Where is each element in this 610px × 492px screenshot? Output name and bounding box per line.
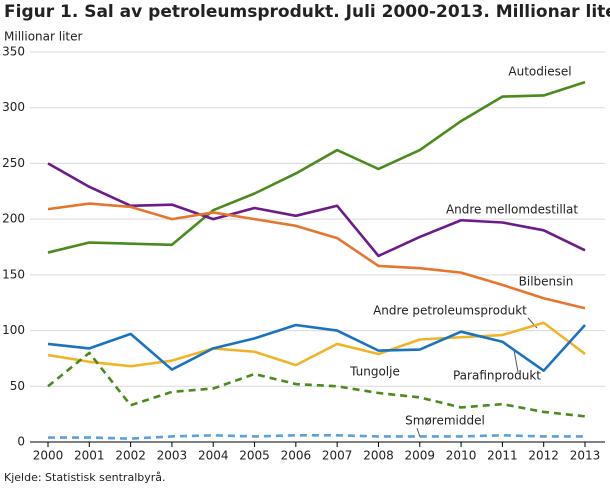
y-tick-label: 100	[2, 323, 25, 337]
y-tick-label: 350	[2, 45, 25, 59]
x-tick-label: 2008	[363, 449, 394, 463]
source: Kjelde: Statistisk sentralbyrå.	[4, 471, 166, 484]
y-axis-label: Millionar liter	[4, 30, 82, 44]
x-tick-label: 2006	[281, 449, 312, 463]
y-tick-label: 50	[10, 379, 25, 393]
y-tick-label: 300	[2, 100, 25, 114]
series-label: Parafinprodukt	[453, 369, 541, 383]
series-label: Andre petroleumsprodukt	[373, 304, 527, 318]
series-line	[48, 434, 585, 440]
series-label: Tungolje	[349, 365, 400, 379]
series-line	[47, 80, 586, 254]
x-tick-label: 2000	[33, 449, 64, 463]
series-label: Bilbensin	[519, 275, 574, 289]
x-tick-label: 2002	[115, 449, 146, 463]
chart-title: Figur 1. Sal av petroleumsprodukt. Juli …	[4, 2, 610, 22]
x-tick-label: 2003	[157, 449, 188, 463]
series-label: Autodiesel	[508, 65, 571, 79]
x-tick-label: 2010	[446, 449, 477, 463]
series-label: Andre mellomdestillat	[446, 203, 578, 217]
y-tick-label: 150	[2, 267, 25, 281]
series-line	[47, 323, 586, 372]
series-line	[47, 321, 586, 368]
series-line	[47, 202, 586, 310]
x-tick-label: 2009	[404, 449, 435, 463]
x-tick-label: 2011	[487, 449, 518, 463]
x-tick-label: 2013	[570, 449, 601, 463]
x-tick-label: 2007	[322, 449, 353, 463]
x-tick-label: 2012	[528, 449, 559, 463]
y-tick-label: 0	[17, 435, 25, 449]
series-label: Smøremiddel	[405, 414, 485, 428]
x-tick-label: 2001	[74, 449, 105, 463]
y-tick-label: 200	[2, 212, 25, 226]
x-tick-label: 2004	[198, 449, 229, 463]
x-tick-label: 2005	[239, 449, 270, 463]
y-tick-label: 250	[2, 156, 25, 170]
series-line	[47, 351, 586, 418]
series-line	[47, 162, 586, 258]
